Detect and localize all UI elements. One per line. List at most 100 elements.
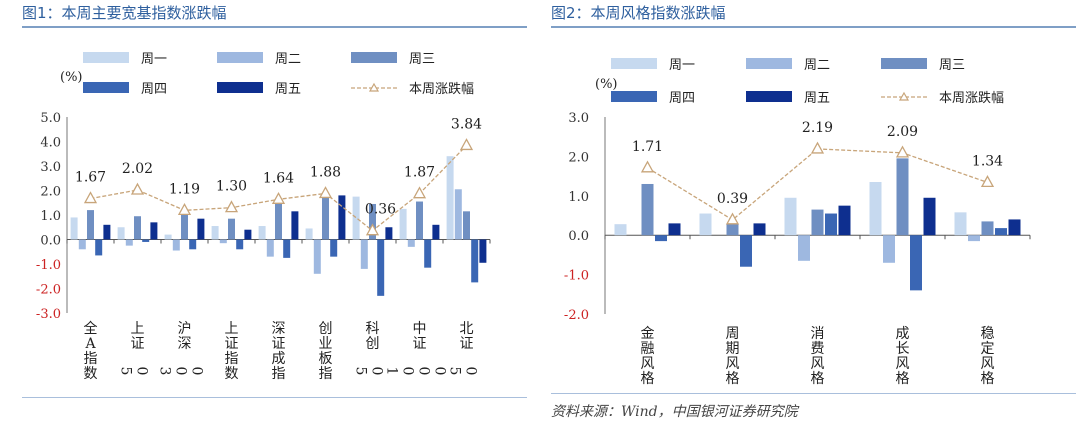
bar-2-2 <box>125 239 133 246</box>
weekly-change-marker-6 <box>318 186 333 199</box>
bar-1-5 <box>954 212 967 236</box>
data-label-4: 2.09 <box>887 124 918 140</box>
bar-5-9 <box>479 239 487 263</box>
legend-swatch-1 <box>83 52 129 63</box>
x-category-label: 全 A 指数 <box>84 320 98 382</box>
y-tick-label: 4.0 <box>40 136 61 151</box>
bar-2-3 <box>798 235 810 261</box>
data-label-9: 3.84 <box>451 116 482 132</box>
x-category-label: 创业板指 <box>319 321 333 382</box>
legend-label-1: 周一 <box>669 58 695 73</box>
legend-swatch-5 <box>746 91 792 102</box>
y-unit-label: (%) <box>60 70 83 85</box>
bar-4-4 <box>910 235 922 291</box>
y-tick-label: 3.0 <box>568 111 589 126</box>
data-label-5: 1.64 <box>263 170 294 186</box>
legend-label-4: 周四 <box>141 82 167 97</box>
bar-1-2 <box>699 213 712 236</box>
legend-label-5: 周五 <box>275 82 301 97</box>
bar-5-1 <box>668 223 681 236</box>
bar-5-3 <box>838 205 851 236</box>
weekly-change-marker-2 <box>130 182 145 195</box>
legend-label-2: 周二 <box>275 52 301 67</box>
bar-1-2 <box>117 227 125 240</box>
x-category-label: 周期风格 <box>726 326 740 387</box>
bar-4-4 <box>236 239 244 250</box>
bar-1-3 <box>784 197 797 236</box>
legend-swatch-2 <box>746 58 792 69</box>
bar-1-5 <box>258 226 266 240</box>
data-label-6: 1.88 <box>310 164 341 180</box>
legend-swatch-3 <box>351 52 397 63</box>
bar-4-5 <box>995 228 1007 236</box>
legend-label-4: 周四 <box>669 91 695 106</box>
data-label-8: 1.87 <box>404 165 435 181</box>
legend-swatch-4 <box>611 91 657 102</box>
bar-4-6 <box>330 239 338 257</box>
y-tick-label: 2.0 <box>568 150 589 165</box>
bar-2-9 <box>454 189 462 240</box>
legend-label-5: 周五 <box>804 91 830 106</box>
weekly-change-marker-4 <box>224 200 239 213</box>
x-category-label: 上证指数 <box>225 321 239 382</box>
weekly-change-marker-3 <box>810 141 825 154</box>
bar-3-7 <box>369 203 376 240</box>
legend-swatch-5 <box>217 82 263 93</box>
bar-3-1 <box>641 183 654 236</box>
bar-3-2 <box>134 216 141 240</box>
legend-label-6: 本周涨跌幅 <box>409 81 474 97</box>
y-tick-label: 5.0 <box>40 111 61 126</box>
weekly-change-marker-7 <box>365 223 380 236</box>
bar-5-4 <box>244 229 252 240</box>
weekly-change-marker-5 <box>980 175 995 188</box>
bar-2-3 <box>172 239 180 251</box>
legend-swatch-3 <box>881 58 927 69</box>
data-label-4: 1.30 <box>216 179 247 195</box>
x-category-label: 金融风格 <box>641 326 655 387</box>
bar-4-9 <box>471 239 479 283</box>
weekly-change-marker-1 <box>83 191 98 204</box>
weekly-change-marker-8 <box>412 186 427 199</box>
bar-1-1 <box>70 217 78 240</box>
right-bottom-rule <box>551 393 1076 394</box>
bar-4-3 <box>825 213 837 236</box>
left-chart-title: 图1：本周主要宽基指数涨跌幅 <box>22 4 227 22</box>
weekly-change-marker-3 <box>177 202 192 215</box>
right-chart-panel: 图2：本周风格指数涨跌幅 周一 周二 周三 周四 周五 本周涨跌幅 (%) 3.0 2.0 1.0… <box>545 0 1080 425</box>
right-title-rule <box>551 26 1076 28</box>
weekly-change-marker-1 <box>640 160 655 173</box>
y-unit-label: (%) <box>595 77 618 92</box>
y-tick-label: -2.0 <box>564 308 589 323</box>
bar-1-4 <box>869 182 882 236</box>
left-title-rule <box>22 26 527 28</box>
y-tick-label: -1.0 <box>564 269 589 284</box>
bar-2-6 <box>313 239 321 274</box>
legend-label-3: 周三 <box>409 52 435 67</box>
bar-3-6 <box>322 196 329 240</box>
left-chart-panel: 图1：本周主要宽基指数涨跌幅 周一 周二 周三 周四 周五 本周涨跌幅 (%) 5.0 4.0 3… <box>0 0 535 425</box>
bar-1-3 <box>164 234 172 240</box>
y-tick-label: 2.0 <box>40 185 61 200</box>
y-tick-label: 0.0 <box>40 234 61 249</box>
bar-1-8 <box>399 208 407 240</box>
x-category-label: 深证成指 <box>272 321 286 382</box>
y-tick-label: -2.0 <box>36 283 61 298</box>
y-tick-label: 3.0 <box>40 160 61 175</box>
bar-4-1 <box>655 235 667 242</box>
x-category-label: 上证 50 <box>118 321 150 379</box>
y-tick-label: 1.0 <box>40 209 61 224</box>
bar-4-8 <box>424 239 432 268</box>
legend-label-3: 周三 <box>939 58 965 73</box>
bar-1-9 <box>446 156 454 240</box>
bar-4-2 <box>740 235 752 267</box>
legend-swatch-4 <box>83 82 129 93</box>
legend-swatch-1 <box>611 58 657 69</box>
bar-5-2 <box>150 222 158 240</box>
x-category-label: 消费风格 <box>811 326 825 387</box>
bar-2-4 <box>883 235 895 263</box>
bar-5-6 <box>338 195 346 240</box>
bar-3-1 <box>87 210 94 240</box>
bar-5-5 <box>291 211 299 240</box>
